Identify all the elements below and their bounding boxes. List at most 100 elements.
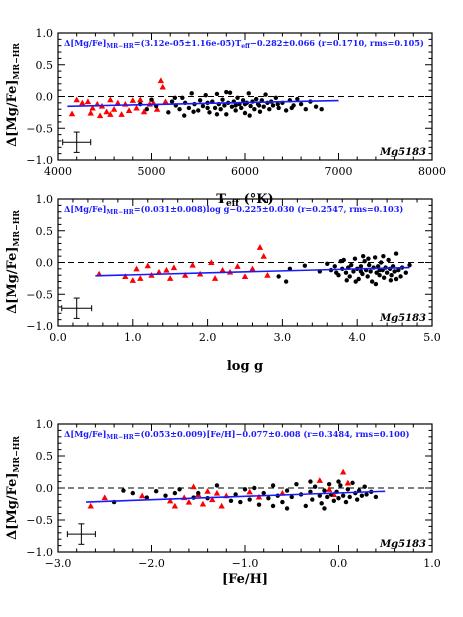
x-tick-label: 0.0 — [49, 331, 67, 344]
black-circle-point — [252, 485, 257, 491]
black-circle-point — [381, 253, 386, 259]
red-triangle-point — [101, 494, 108, 501]
black-circle-point — [358, 269, 364, 274]
black-circle-point — [362, 484, 367, 489]
black-circle-point — [319, 501, 324, 506]
black-circle-point — [386, 257, 391, 263]
panel-3: −3.0 −2.0 −1.0 0.0 1.0 1.0 0.5 0.0 −0.5 −1.0 Δ[Mg/… — [5, 418, 441, 587]
y-axis-title: Δ[Mg/Fe]MR−HR — [5, 210, 21, 314]
black-circle-point — [214, 112, 220, 117]
black-circle-point — [233, 108, 238, 113]
red-triangle-point — [218, 502, 225, 509]
black-circle-point — [331, 498, 337, 503]
black-circle-point — [322, 506, 327, 511]
black-circle-point — [340, 493, 346, 498]
black-circle-point — [381, 275, 387, 280]
black-circle-point — [303, 107, 308, 112]
red-triangle-point — [129, 97, 136, 103]
y-tick-label: 1.0 — [36, 418, 54, 431]
black-circle-point — [384, 270, 390, 275]
red-triangle-point — [155, 268, 163, 275]
black-circle-point — [191, 109, 196, 114]
black-circle-point — [366, 256, 371, 261]
fit-equation-label: Δ[Mg/Fe]MR−HR=(0.053±0.009)[Fe/H]−0.077±… — [64, 429, 410, 441]
black-circle-point — [312, 484, 318, 489]
black-circle-point — [177, 487, 182, 492]
black-circle-point — [172, 490, 178, 496]
black-circle-point — [347, 494, 352, 500]
red-triangle-point — [211, 275, 219, 281]
black-circle-point — [284, 506, 290, 511]
red-triangle-point — [84, 98, 92, 105]
x-tick-label: −3.0 — [45, 557, 72, 570]
black-circle-point — [358, 264, 364, 269]
black-circle-point — [267, 107, 272, 112]
black-circle-point — [347, 274, 352, 279]
black-circle-point — [242, 110, 248, 116]
black-circle-point — [302, 263, 308, 268]
black-circle-point — [350, 480, 355, 486]
black-circle-point — [365, 274, 370, 279]
black-circle-point — [317, 493, 322, 498]
y-tick-label: −0.5 — [26, 122, 53, 135]
red-triangle-point — [96, 112, 104, 119]
y-tick-label: 1.0 — [36, 193, 54, 206]
x-tick-label: 1.0 — [124, 331, 142, 344]
red-triangle-point — [339, 468, 347, 475]
fit-equation-label: Δ[Mg/Fe]MR−HR=(3.12e-05±1.16e-05)Teff−0.… — [64, 38, 424, 50]
red-triangle-point — [256, 244, 264, 250]
x-tick-label: 4.0 — [348, 331, 366, 344]
fit-equation-label: Δ[Mg/Fe]MR−HR=(0.031±0.008)log g−0.225±0… — [64, 204, 403, 216]
red-triangle-point — [167, 497, 174, 504]
fit-line — [86, 490, 386, 503]
black-circle-point — [246, 91, 251, 96]
black-circle-point — [130, 490, 135, 496]
black-circle-point — [144, 107, 150, 112]
black-circle-point — [303, 503, 308, 509]
black-circle-point — [283, 279, 289, 284]
x-tick-label: 4000 — [44, 165, 72, 178]
red-triangle-point — [133, 265, 140, 272]
x-tick-label: 5000 — [138, 165, 166, 178]
y-tick-label: 0.5 — [36, 59, 54, 72]
black-circle-point — [289, 494, 294, 500]
black-circle-point — [369, 279, 375, 284]
black-circle-point — [343, 270, 349, 275]
black-circle-point — [153, 489, 159, 494]
black-circle-point — [235, 95, 240, 100]
red-triangle-point — [129, 277, 136, 283]
y-tick-label: 1.0 — [36, 27, 54, 40]
black-circle-point — [362, 259, 367, 264]
black-circle-point — [276, 274, 281, 279]
red-triangle-point — [153, 106, 161, 112]
y-tick-label: 0.5 — [36, 225, 54, 238]
line-tag-label: Mg5183 — [379, 313, 426, 324]
black-circle-point — [276, 105, 281, 111]
x-tick-label: 8000 — [418, 165, 446, 178]
black-circle-point — [177, 107, 182, 112]
panel-2: 0.0 1.0 2.0 3.0 4.0 5.0 1.0 0.5 0.0 −0.5 −1.0 Δ[Mg/… — [5, 193, 441, 374]
black-circle-point — [308, 489, 313, 495]
black-circle-point — [407, 262, 412, 268]
red-triangle-point — [107, 96, 114, 103]
red-triangle-point — [316, 477, 323, 483]
black-circle-point — [256, 103, 262, 108]
red-triangle-point — [209, 496, 216, 503]
black-circle-point — [166, 110, 171, 115]
black-circle-point — [364, 492, 369, 497]
black-circle-point — [310, 497, 315, 502]
black-circle-point — [196, 490, 201, 496]
black-circle-point — [233, 492, 238, 497]
red-triangle-point — [190, 483, 197, 490]
black-circle-point — [313, 104, 319, 109]
x-tick-label: 7000 — [325, 165, 353, 178]
y-tick-label: −1.0 — [26, 320, 53, 333]
red-triangle-point — [144, 262, 151, 269]
black-circle-point — [283, 108, 289, 113]
black-circle-point — [163, 493, 168, 498]
black-circle-point — [338, 259, 343, 264]
line-tag-label: Mg5183 — [379, 539, 426, 550]
black-circle-point — [257, 109, 263, 114]
black-circle-point — [247, 497, 252, 502]
black-circle-point — [372, 255, 378, 260]
